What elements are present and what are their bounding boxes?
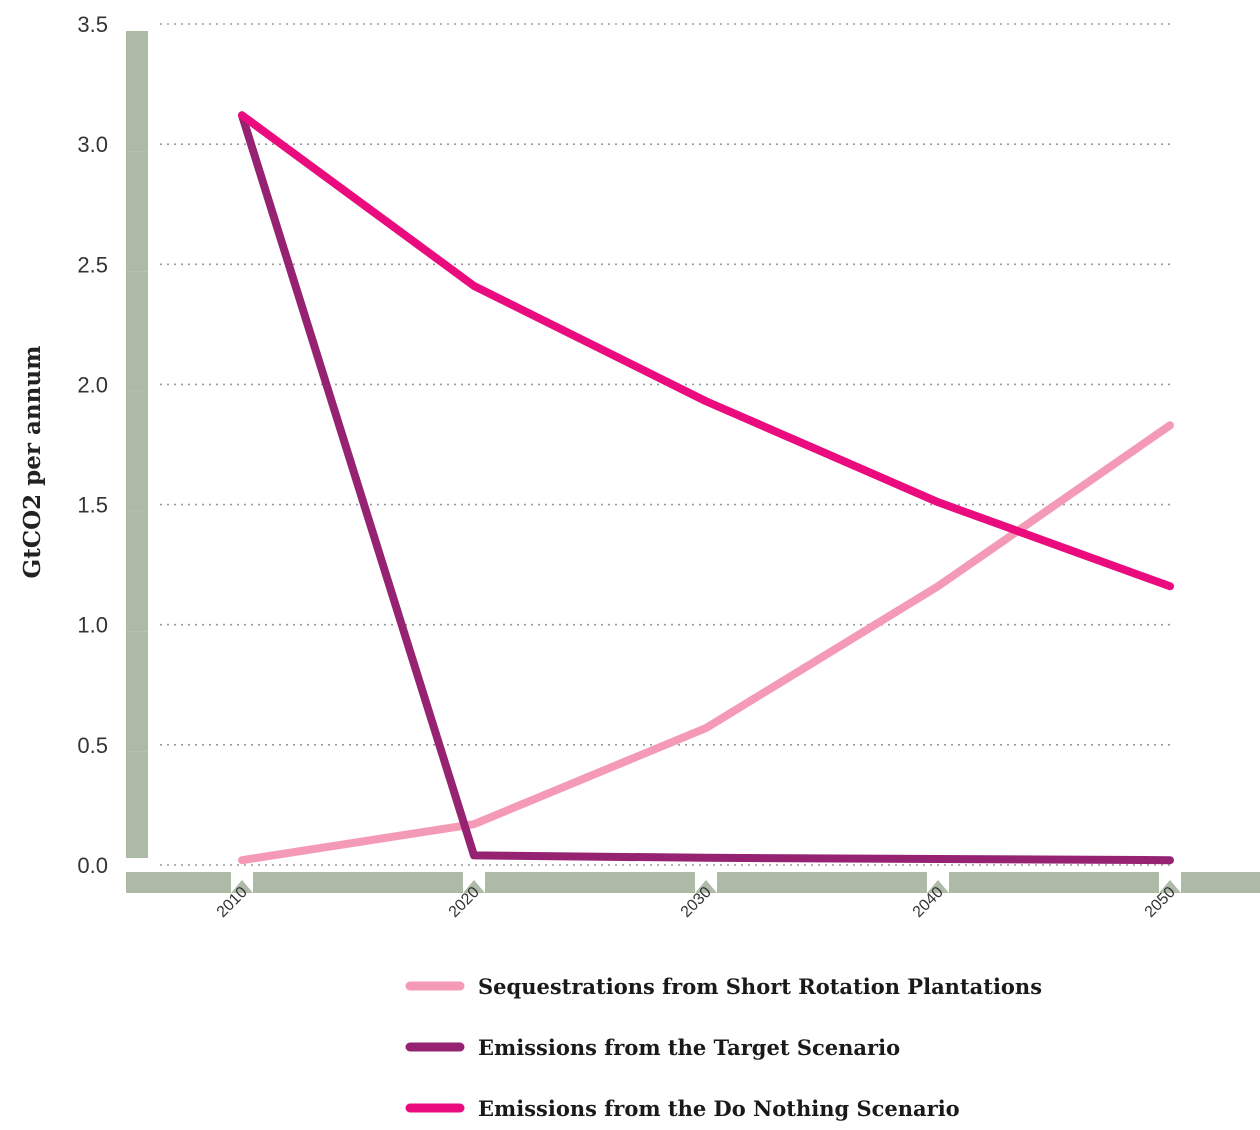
- series-line: [238, 111, 1174, 591]
- y-axis-segment: [126, 631, 148, 752]
- y-axis-segment: [126, 271, 148, 392]
- x-axis-notch: [1159, 872, 1181, 893]
- x-axis-band: [126, 872, 1260, 893]
- legend-label: Sequestrations from Short Rotation Plant…: [478, 974, 1042, 999]
- y-tick-label: 3.0: [77, 132, 108, 157]
- y-axis-segment: [126, 751, 148, 858]
- gridlines: [160, 23, 1170, 866]
- y-axis-segment: [126, 511, 148, 632]
- y-axis-label: GtCO2 per annum: [19, 346, 46, 579]
- legend-label: Emissions from the Target Scenario: [478, 1035, 900, 1060]
- x-axis-notch: [231, 872, 253, 893]
- y-axis-bar: [126, 31, 148, 858]
- x-axis-bar: [126, 872, 1260, 893]
- y-tick-label: 2.5: [77, 252, 108, 277]
- x-axis-notch: [463, 872, 485, 893]
- x-axis-notch: [927, 872, 949, 893]
- y-axis-segment: [126, 391, 148, 512]
- y-tick-label: 1.0: [77, 613, 108, 638]
- x-axis-notch: [695, 872, 717, 893]
- series-lines: [238, 111, 1174, 865]
- legend-label: Emissions from the Do Nothing Scenario: [478, 1096, 960, 1121]
- y-tick-label: 0.0: [77, 853, 108, 878]
- series-line: [238, 111, 1174, 865]
- y-tick-labels: 0.0 0.5 1.0 1.5 2.0 2.5 3.0 3.5: [77, 12, 108, 878]
- y-tick-label: 1.5: [77, 493, 108, 518]
- y-axis-segment: [126, 151, 148, 272]
- y-tick-label: 0.5: [77, 733, 108, 758]
- y-axis-segment: [126, 31, 148, 152]
- legend: Sequestrations from Short Rotation Plant…: [405, 974, 1042, 1121]
- y-tick-label: 2.0: [77, 372, 108, 397]
- y-tick-label: 3.5: [77, 12, 108, 37]
- series-line: [238, 421, 1174, 865]
